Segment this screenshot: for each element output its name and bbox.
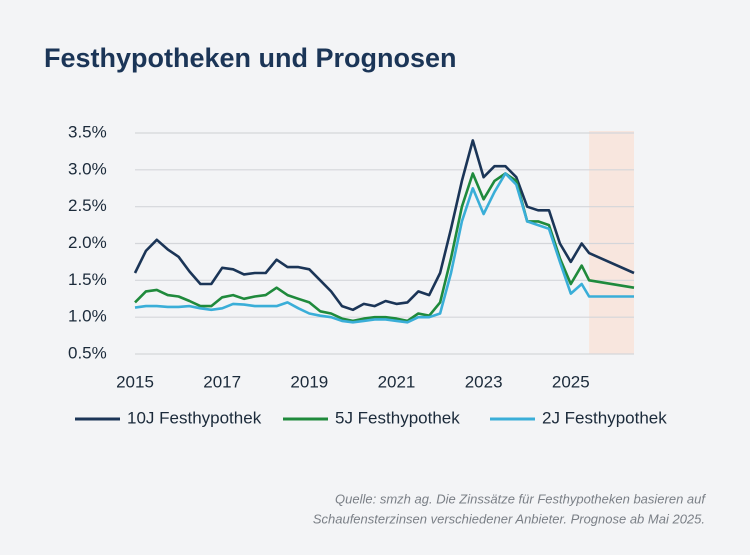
x-tick-label: 2021	[378, 372, 416, 391]
x-tick-label: 2023	[465, 372, 503, 391]
y-tick-label: 2.5%	[68, 196, 107, 215]
x-tick-label: 2025	[552, 372, 590, 391]
forecast-area	[589, 131, 634, 354]
x-tick-label: 2015	[116, 372, 154, 391]
y-tick-label: 2.0%	[68, 233, 107, 252]
x-tick-label: 2019	[290, 372, 328, 391]
y-tick-label: 3.0%	[68, 159, 107, 178]
chart-title: Festhypotheken und Prognosen	[44, 43, 457, 73]
series-line	[134, 172, 634, 324]
legend-label: 10J Festhypothek	[127, 408, 262, 427]
y-tick-label: 1.0%	[68, 307, 107, 326]
legend-label: 2J Festhypothek	[542, 408, 667, 427]
y-tick-label: 3.5%	[68, 122, 107, 141]
source-note: Quelle: smzh ag. Die Zinssätze für Festh…	[335, 491, 706, 506]
source-note: Schaufensterzinsen verschiedener Anbiete…	[313, 511, 705, 526]
y-tick-label: 1.5%	[68, 270, 107, 289]
legend-label: 5J Festhypothek	[335, 408, 460, 427]
series-line	[133, 139, 635, 312]
x-tick-label: 2017	[203, 372, 241, 391]
y-tick-label: 0.5%	[68, 343, 107, 362]
